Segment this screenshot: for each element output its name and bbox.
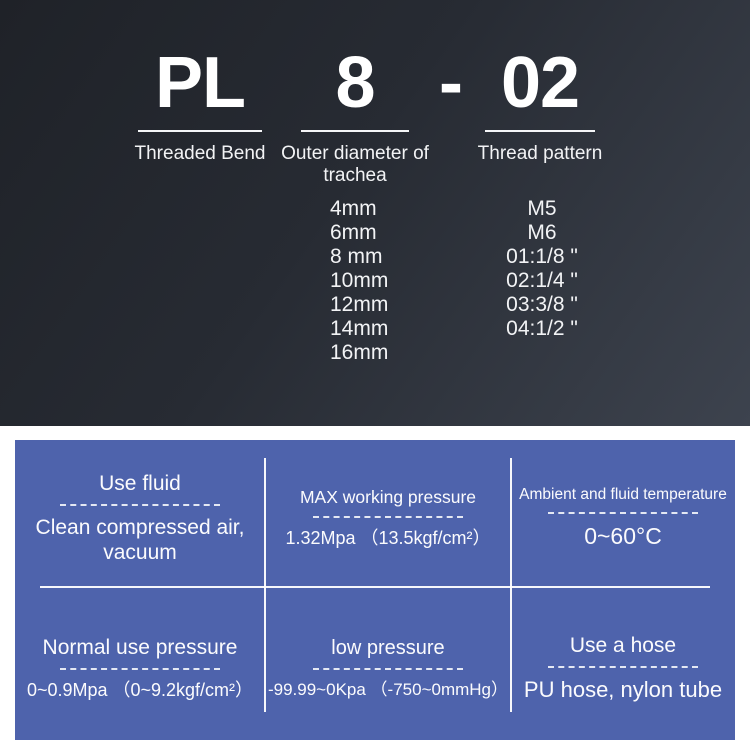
diameter-option: 14mm — [330, 317, 389, 340]
spec-title: MAX working pressure — [299, 486, 477, 507]
diameter-option: 10mm — [330, 269, 389, 292]
column-divider-1 — [264, 458, 266, 712]
diameter-options-list: 4mm 6mm 8 mm 10mm 12mm 14mm 16mm — [330, 197, 388, 365]
model-label-prefix: Threaded Bend — [134, 143, 266, 164]
spec-value: 0~0.9Mpa （0~9.2kgf/cm²） — [26, 679, 254, 700]
diameter-option: 4mm — [330, 197, 377, 220]
spec-cell-low-pressure: low pressure -99.99~0Kpa （-750~0mmHg） — [265, 587, 511, 740]
underline-prefix — [138, 130, 262, 132]
column-divider-2 — [510, 458, 512, 712]
diameter-option: 16mm — [330, 341, 389, 364]
model-code-diameter: 8 — [335, 43, 375, 123]
spec-title: low pressure — [331, 636, 445, 659]
spec-value: Clean compressed air, vacuum — [35, 515, 245, 564]
model-part-diameter: 8 Outer diameter of trachea — [255, 38, 455, 187]
thread-option: 03:3/8 " — [506, 293, 578, 316]
spec-cell-normal-pressure: Normal use pressure 0~0.9Mpa （0~9.2kgf/c… — [15, 587, 265, 740]
thread-option: M6 — [527, 221, 557, 244]
spec-cell-use-fluid: Use fluid Clean compressed air, vacuum — [15, 440, 265, 587]
diameter-option: 6mm — [330, 221, 377, 244]
model-part-prefix: PL Threaded Bend — [100, 38, 300, 165]
spec-value: -99.99~0Kpa （-750~0mmHg） — [267, 679, 509, 699]
spec-value: 1.32Mpa （13.5kgf/cm²） — [285, 527, 491, 548]
model-label-diameter: Outer diameter of trachea — [281, 143, 429, 186]
thread-option: 04:1/2 " — [506, 317, 578, 340]
spec-title: Normal use pressure — [42, 635, 238, 659]
diameter-option: 8 mm — [330, 245, 383, 268]
spec-title: Ambient and fluid temperature — [519, 486, 727, 503]
spec-cell-temperature: Ambient and fluid temperature 0~60°C — [511, 440, 735, 587]
thread-option: 02:1/4 " — [506, 269, 578, 292]
spec-title: Use fluid — [99, 471, 181, 495]
spec-table-grid: Use fluid Clean compressed air, vacuum M… — [15, 440, 735, 740]
dashed-divider — [60, 667, 220, 670]
dashed-divider — [548, 665, 698, 668]
spec-value: 0~60°C — [584, 523, 662, 549]
model-code-thread: 02 — [500, 43, 580, 123]
spec-title: Use a hose — [569, 633, 677, 657]
thread-options-list: M5 M6 01:1/8 " 02:1/4 " 03:3/8 " 04:1/2 … — [442, 197, 642, 341]
model-part-thread: 02 Thread pattern — [440, 38, 640, 165]
spec-cell-max-pressure: MAX working pressure 1.32Mpa （13.5kgf/cm… — [265, 440, 511, 587]
dashed-divider — [313, 667, 463, 670]
model-code-separator: - — [439, 43, 463, 123]
underline-diameter — [301, 130, 409, 132]
model-label-thread: Thread pattern — [477, 143, 603, 164]
thread-option: 01:1/8 " — [506, 245, 578, 268]
dashed-divider — [313, 515, 463, 518]
diameter-option: 12mm — [330, 293, 389, 316]
spec-table-panel: Use fluid Clean compressed air, vacuum M… — [15, 440, 735, 740]
dashed-divider — [548, 512, 698, 514]
dashed-divider — [60, 503, 220, 506]
spec-table-section: Use fluid Clean compressed air, vacuum M… — [0, 426, 750, 750]
spec-cell-hose: Use a hose PU hose, nylon tube — [511, 587, 735, 740]
model-code-prefix: PL — [154, 43, 246, 123]
model-code-section: PL Threaded Bend 8 Outer diameter of tra… — [0, 0, 750, 426]
underline-thread — [485, 130, 595, 132]
row-divider — [40, 586, 710, 588]
spec-value: PU hose, nylon tube — [523, 676, 723, 702]
thread-option: M5 — [527, 197, 557, 220]
